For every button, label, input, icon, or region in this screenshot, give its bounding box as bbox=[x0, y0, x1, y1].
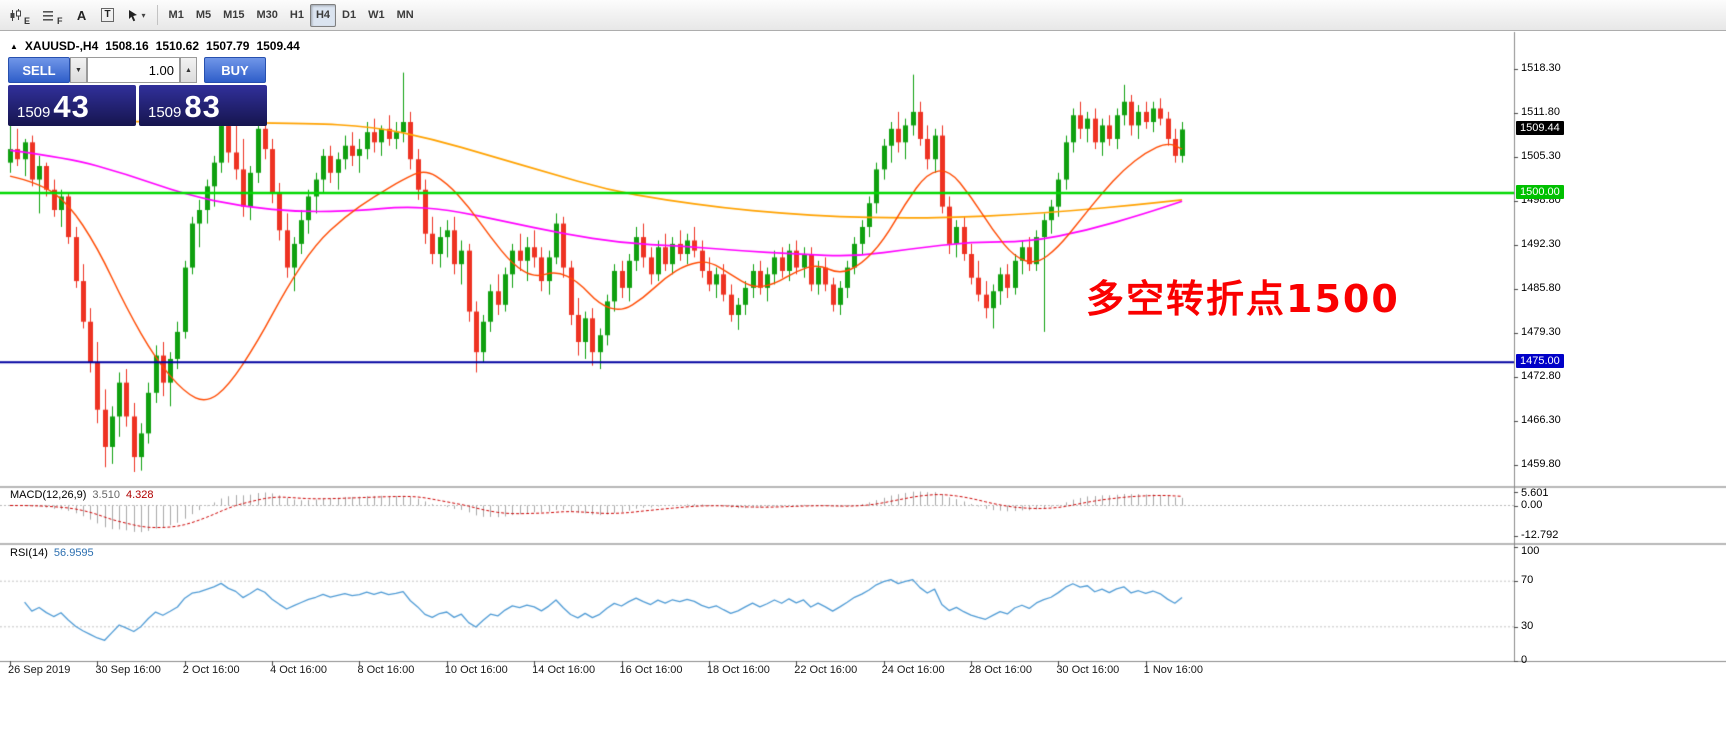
macd-signal-value: 4.328 bbox=[125, 489, 154, 501]
bars-f-button[interactable]: F bbox=[36, 4, 69, 27]
date-axis-label: 14 Oct 16:00 bbox=[532, 664, 596, 676]
text-tool-icon: A bbox=[76, 7, 87, 23]
date-axis-label: 28 Oct 16:00 bbox=[968, 664, 1032, 676]
volume-down-spinner[interactable]: ▼ bbox=[70, 57, 87, 83]
macd-tick-label: 5.601 bbox=[1521, 487, 1549, 499]
sell-price-button[interactable]: 1509 43 bbox=[8, 85, 136, 126]
volume-up-spinner[interactable]: ▲ bbox=[180, 57, 197, 83]
price-badge: 1509.44 bbox=[1516, 121, 1564, 136]
macd-tick-label: 0.00 bbox=[1521, 498, 1543, 511]
date-axis-label: 16 Oct 16:00 bbox=[619, 664, 683, 676]
timeframe-mn-button[interactable]: MN bbox=[396, 9, 414, 21]
price-tick-label: 1505.30 bbox=[1521, 150, 1561, 163]
price-tick-label: 1485.80 bbox=[1521, 282, 1561, 295]
timeframe-m30-button[interactable]: M30 bbox=[256, 9, 278, 21]
date-axis-label: 4 Oct 16:00 bbox=[270, 664, 327, 676]
bars-icon bbox=[43, 10, 54, 21]
chart-annotation-text: 多空转折点1500 bbox=[1086, 277, 1400, 321]
price-tick-label: 1472.80 bbox=[1521, 370, 1561, 383]
icon-letter-f: F bbox=[57, 15, 63, 26]
price-badge: 1475.00 bbox=[1516, 354, 1564, 369]
timeframe-m5-button[interactable]: M5 bbox=[195, 9, 212, 21]
ohlc-open: 1508.16 bbox=[105, 39, 149, 53]
price-tick-label: 1459.80 bbox=[1521, 458, 1561, 471]
candlestick-icon bbox=[10, 8, 21, 21]
textbox-tool-icon: T bbox=[101, 8, 114, 22]
timeframe-h4-button[interactable]: H4 bbox=[309, 3, 337, 27]
toolbar-separator bbox=[156, 5, 158, 25]
trade-prices-row: 1509 43 1509 83 bbox=[8, 85, 267, 126]
dropdown-caret-icon: ▾ bbox=[141, 10, 146, 20]
price-tick-label: 1479.30 bbox=[1521, 326, 1561, 339]
text-tool-button[interactable]: A bbox=[69, 4, 95, 27]
rsi-indicator-label: RSI(14) 56.9595 bbox=[10, 547, 94, 559]
date-axis-label: 8 Oct 16:00 bbox=[357, 664, 415, 676]
macd-main-value: 3.510 bbox=[92, 489, 120, 501]
sell-button[interactable]: SELL bbox=[8, 57, 70, 83]
chart-ohlc-line: ▲ XAUUSD-,H4 1508.16 1510.62 1507.79 150… bbox=[10, 39, 300, 53]
icon-letter-e: E bbox=[24, 15, 31, 26]
date-axis-label: 26 Sep 2019 bbox=[8, 664, 71, 676]
timeframe-m15-button[interactable]: M15 bbox=[223, 9, 245, 21]
macd-tick-label: -12.792 bbox=[1521, 529, 1559, 542]
timeframe-d1-button[interactable]: D1 bbox=[342, 9, 357, 21]
bid-price-minor: 43 bbox=[53, 89, 90, 124]
date-axis-label: 30 Oct 16:00 bbox=[1056, 664, 1120, 676]
rsi-value: 56.9595 bbox=[53, 547, 94, 559]
rsi-name: RSI(14) bbox=[10, 547, 48, 559]
price-tick-label: 1466.30 bbox=[1521, 414, 1561, 427]
date-axis-label: 30 Sep 16:00 bbox=[95, 664, 161, 676]
price-tick-label: 1518.30 bbox=[1521, 62, 1561, 75]
date-axis-label: 10 Oct 16:00 bbox=[444, 664, 508, 676]
timeframe-m1-button[interactable]: M1 bbox=[168, 9, 184, 21]
symbol-name: XAUUSD-,H4 bbox=[24, 39, 99, 53]
date-axis-label: 18 Oct 16:00 bbox=[706, 664, 770, 676]
volume-input[interactable] bbox=[87, 57, 180, 83]
price-tick-label: 1511.80 bbox=[1521, 106, 1560, 119]
one-click-trading-panel: SELL ▼ ▲ BUY 1509 43 1509 83 bbox=[8, 57, 267, 126]
macd-indicator-label: MACD(12,26,9) 3.510 4.328 bbox=[10, 489, 153, 501]
collapse-arrow-icon[interactable]: ▲ bbox=[10, 41, 18, 51]
buy-price-button[interactable]: 1509 83 bbox=[139, 85, 267, 126]
macd-name: MACD(12,26,9) bbox=[10, 489, 87, 501]
timeframe-w1-button[interactable]: W1 bbox=[368, 9, 385, 21]
trade-controls-row: SELL ▼ ▲ BUY bbox=[8, 57, 267, 83]
buy-button[interactable]: BUY bbox=[204, 57, 266, 83]
rsi-tick-label: 70 bbox=[1521, 574, 1534, 587]
date-axis-label: 24 Oct 16:00 bbox=[881, 664, 945, 676]
rsi-tick-label: 30 bbox=[1521, 619, 1534, 632]
ohlc-high: 1510.62 bbox=[155, 39, 200, 53]
price-badge: 1500.00 bbox=[1516, 185, 1564, 200]
date-axis-label: 22 Oct 16:00 bbox=[794, 664, 858, 676]
timeframe-h1-button[interactable]: H1 bbox=[289, 9, 304, 21]
candlestick-e-button[interactable]: E bbox=[3, 4, 36, 27]
price-tick-label: 1492.30 bbox=[1521, 238, 1561, 251]
crosshair-tool-button[interactable]: ▾ bbox=[121, 4, 152, 27]
timeframe-group: M1 M5 M15 M30 H1 H4 D1 W1 MN bbox=[163, 3, 420, 27]
bid-price-major: 1509 bbox=[17, 104, 51, 121]
textbox-tool-button[interactable]: T bbox=[95, 4, 121, 27]
ask-price-major: 1509 bbox=[148, 104, 182, 121]
ohlc-close: 1509.44 bbox=[256, 39, 300, 53]
rsi-tick-label: 100 bbox=[1521, 545, 1540, 557]
cursor-icon bbox=[128, 9, 137, 21]
rsi-tick-label: 0 bbox=[1521, 654, 1528, 666]
date-axis-label: 2 Oct 16:00 bbox=[182, 664, 240, 676]
ohlc-low: 1507.79 bbox=[206, 39, 250, 53]
date-axis-label: 1 Nov 16:00 bbox=[1143, 664, 1203, 676]
toolbar: E F A T ▾ M1 M5 M15 M30 H1 H4 D1 W1 MN bbox=[0, 0, 1726, 31]
ask-price-minor: 83 bbox=[184, 89, 221, 124]
